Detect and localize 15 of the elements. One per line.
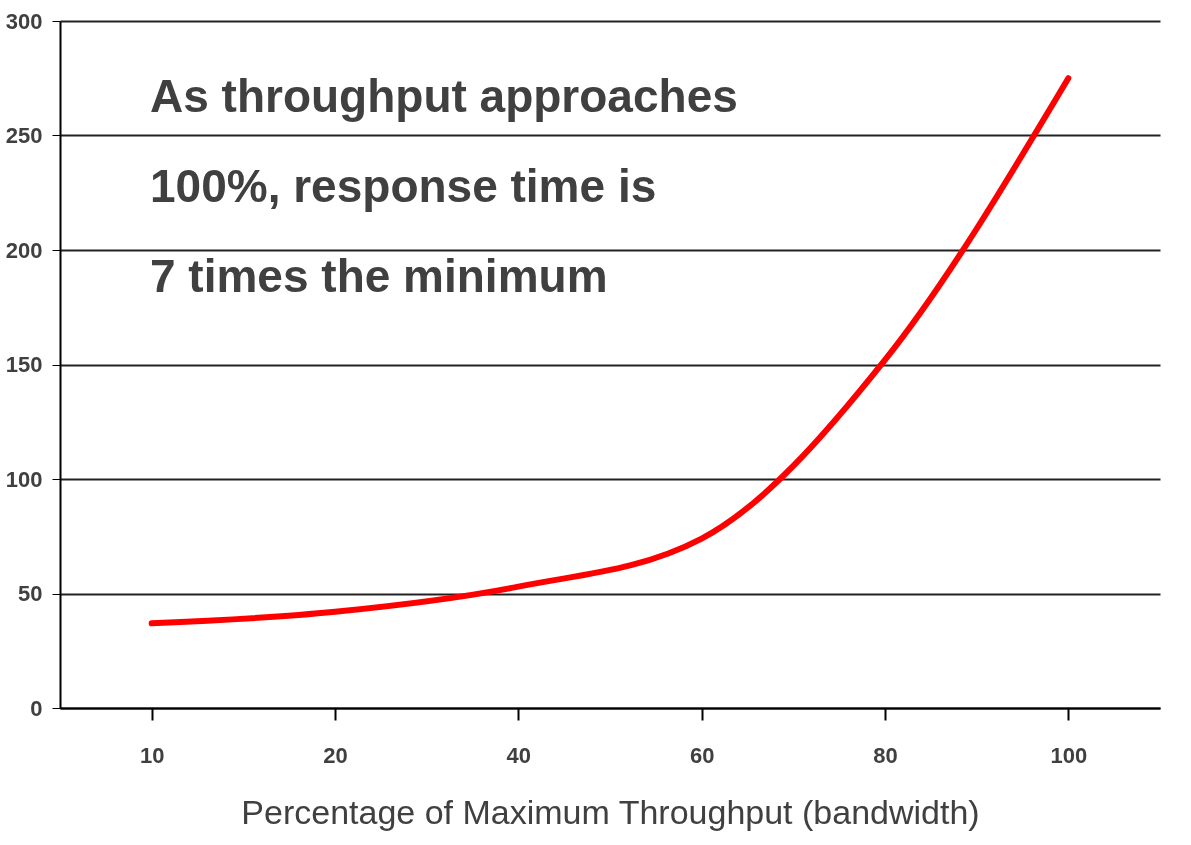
x-tick-label: 20: [323, 742, 348, 768]
y-tick-label: 150: [5, 352, 43, 377]
y-tick-label: 0: [30, 695, 43, 721]
y-tick-label: 200: [5, 237, 43, 263]
y-tick-label: 300: [5, 8, 43, 34]
annotation: As throughput approaches 100%, response time is 7 times the minimum: [150, 70, 738, 302]
y-tick-label: 250: [5, 123, 43, 148]
y-tick-label: 100: [5, 466, 43, 492]
x-tick-label: 40: [506, 742, 532, 768]
x-tick-label: 10: [139, 742, 165, 768]
y-tick-label: 50: [18, 581, 43, 606]
x-tick-label: 60: [689, 742, 715, 768]
x-tick-label: 100: [1050, 742, 1088, 768]
x-tick-label: 80: [873, 742, 898, 768]
x-axis-title: Percentage of Maximum Throughput (bandwidth): [241, 792, 980, 831]
